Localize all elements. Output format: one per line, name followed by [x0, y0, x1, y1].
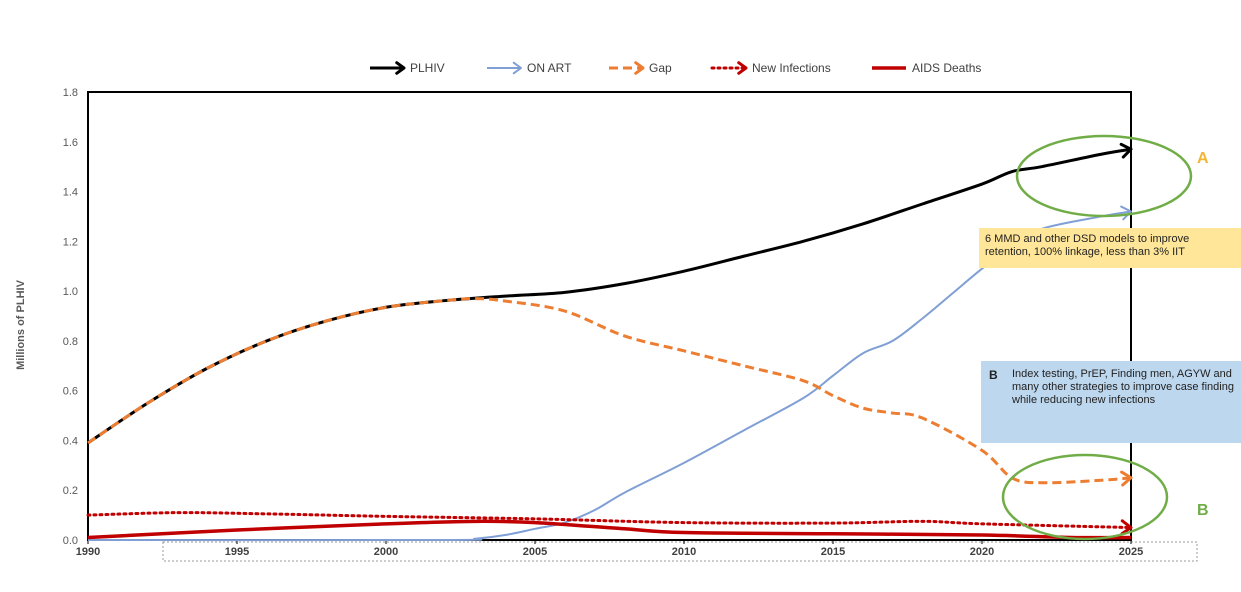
- legend-arrow-gap: [634, 61, 645, 75]
- x-axis: 1990 1995 2000 2005 2010 2015 2020 2025: [76, 540, 1143, 558]
- legend: PLHIV ON ART Gap New Infections AIDS Deaths: [370, 61, 981, 75]
- y-axis: 0.0 0.2 0.4 0.6 0.8 1.0 1.2 1.4 1.6 1.8: [63, 87, 78, 547]
- y-tick-label: 1.0: [63, 286, 78, 298]
- y-tick-label: 1.8: [63, 87, 78, 99]
- y-tick-label: 1.6: [63, 137, 78, 149]
- highlight-ellipse-b: [1001, 453, 1169, 541]
- legend-label-new-infections: New Infections: [752, 61, 831, 75]
- ellipse-label-a: A: [1197, 150, 1209, 167]
- legend-label-plhiv: PLHIV: [410, 61, 445, 75]
- y-tick-label: 0.8: [63, 336, 78, 348]
- x-tick-label: 2020: [970, 546, 994, 558]
- series-group: [86, 142, 1133, 542]
- x-tick-label: 1995: [225, 546, 249, 558]
- series-arrow-new-infections: [1120, 519, 1133, 536]
- highlight-ellipse-a: [1015, 134, 1193, 218]
- y-axis-label-text: Millions of PLHIV: [15, 280, 27, 370]
- series-arrow-gap: [1120, 470, 1133, 487]
- y-tick-label: 1.4: [63, 187, 78, 199]
- series-line-gap: [87, 297, 1132, 485]
- y-tick-label: 0.6: [63, 386, 78, 398]
- y-axis-label: Millions of PLHIV: [6, 250, 36, 400]
- note-a-text: 6 MMD and other DSD models to improve re…: [985, 233, 1190, 258]
- ellipse-label-b: B: [1197, 502, 1209, 519]
- y-tick-label: 1.2: [63, 236, 78, 248]
- series-line-new-infections: [86, 511, 1133, 530]
- legend-label-aids-deaths: AIDS Deaths: [912, 61, 981, 75]
- note-a-box: 6 MMD and other DSD models to improve re…: [979, 228, 1241, 268]
- x-tick-label: 2005: [523, 546, 547, 558]
- legend-arrow-plhiv: [395, 61, 406, 75]
- series-line-plhiv: [87, 147, 1132, 445]
- plot-frame: [87, 91, 1132, 541]
- x-tick-label: 2000: [374, 546, 398, 558]
- legend-label-on-art: ON ART: [527, 61, 572, 75]
- y-tick-label: 0.0: [63, 535, 78, 547]
- legend-label-gap: Gap: [649, 61, 672, 75]
- x-tick-label: 2015: [821, 546, 845, 558]
- series-arrow-on-art: [1120, 205, 1132, 221]
- y-tick-label: 0.4: [63, 435, 78, 447]
- y-tick-label: 0.2: [63, 485, 78, 497]
- note-b-text: Index testing, PrEP, Finding men, AGYW a…: [1012, 368, 1234, 406]
- series-line-on-art: [87, 210, 1132, 542]
- note-b-box: B Index testing, PrEP, Finding men, AGYW…: [981, 361, 1241, 443]
- series-arrow-plhiv: [1119, 142, 1133, 159]
- legend-arrow-new-infections: [737, 61, 748, 75]
- x-tick-label: 1990: [76, 546, 100, 558]
- x-tick-label: 2010: [672, 546, 696, 558]
- legend-arrow-on-art: [512, 61, 522, 75]
- series-line-aids-deaths: [87, 519, 1132, 540]
- note-b-tag: B: [989, 368, 998, 382]
- x-axis-dotted-box: [162, 541, 1198, 562]
- x-tick-label: 2025: [1119, 546, 1143, 558]
